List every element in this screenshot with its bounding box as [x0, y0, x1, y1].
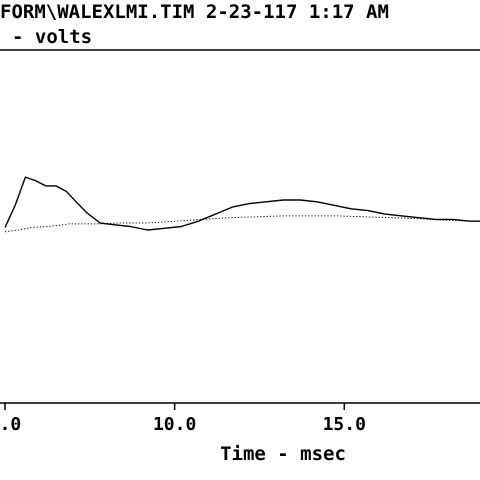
- x-tick-label: 10.0: [153, 414, 196, 435]
- x-tick-label: 15.0: [323, 414, 366, 435]
- x-axis-label: Time - msec: [220, 443, 346, 465]
- file-title: FORM\WALEXLMI.TIM 2-23-117 1:17 AM: [0, 1, 389, 23]
- y-axis-label: - volts: [12, 26, 92, 48]
- series-line-dotted: [4, 215, 480, 233]
- series-group: [4, 176, 480, 233]
- x-ticks: 5.0 10.0 15.0: [0, 403, 366, 435]
- series-line-solid: [4, 176, 480, 231]
- x-tick-label: 5.0: [0, 414, 21, 435]
